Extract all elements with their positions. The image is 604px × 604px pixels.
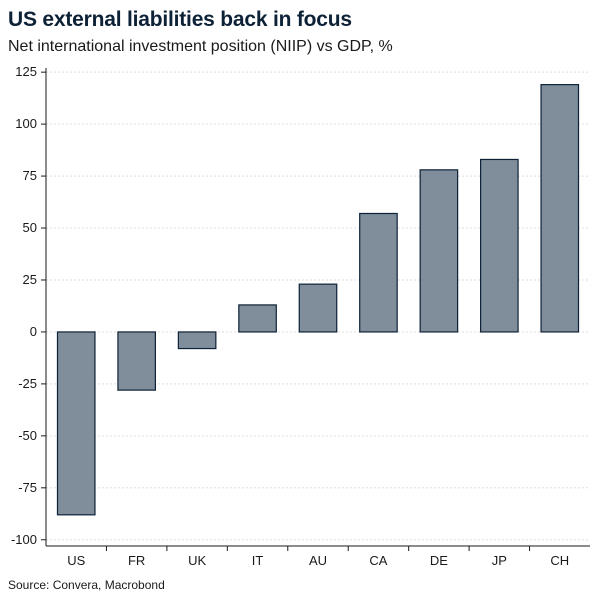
- bar-uk: [177, 331, 217, 350]
- x-tick-label-jp: JP: [492, 553, 507, 568]
- bar-jp: [479, 158, 519, 333]
- y-tick-label: 75: [23, 168, 37, 183]
- y-tick-label: -75: [18, 480, 37, 495]
- x-tick-label-it: IT: [252, 553, 264, 568]
- y-tick-label: 125: [15, 64, 37, 79]
- bar-de: [419, 169, 459, 333]
- bar-it: [238, 304, 277, 333]
- x-tick-label-ch: CH: [550, 553, 569, 568]
- chart-title: US external liabilities back in focus: [8, 8, 352, 31]
- bar-fr: [117, 331, 157, 391]
- x-tick-label-us: US: [67, 553, 85, 568]
- x-tick-label-fr: FR: [128, 553, 145, 568]
- x-tick-label-ca: CA: [369, 553, 387, 568]
- y-tick-label: 0: [30, 324, 37, 339]
- x-tick-label-au: AU: [309, 553, 327, 568]
- bar-au: [298, 283, 338, 333]
- x-tick-label-de: DE: [430, 553, 448, 568]
- axes: [41, 68, 590, 551]
- y-tick-label: -50: [18, 428, 37, 443]
- y-tick-label: 25: [23, 272, 37, 287]
- y-tick-label: 100: [15, 116, 37, 131]
- y-tick-label: -100: [11, 532, 37, 547]
- y-tick-label: 50: [23, 220, 37, 235]
- source-note: Source: Convera, Macrobond: [8, 578, 165, 592]
- bar-ch: [540, 84, 580, 333]
- bars: [56, 84, 580, 516]
- bar-us: [56, 331, 96, 516]
- x-tick-label-uk: UK: [188, 553, 206, 568]
- tick-labels: 125 100 75 50 25 0 -25 -50 -75 -100 US FR UK IT AU CA DE…: [11, 64, 569, 568]
- bar-ca: [359, 212, 398, 333]
- chart-subtitle: Net international investment position (N…: [8, 38, 393, 55]
- y-tick-label: -25: [18, 376, 37, 391]
